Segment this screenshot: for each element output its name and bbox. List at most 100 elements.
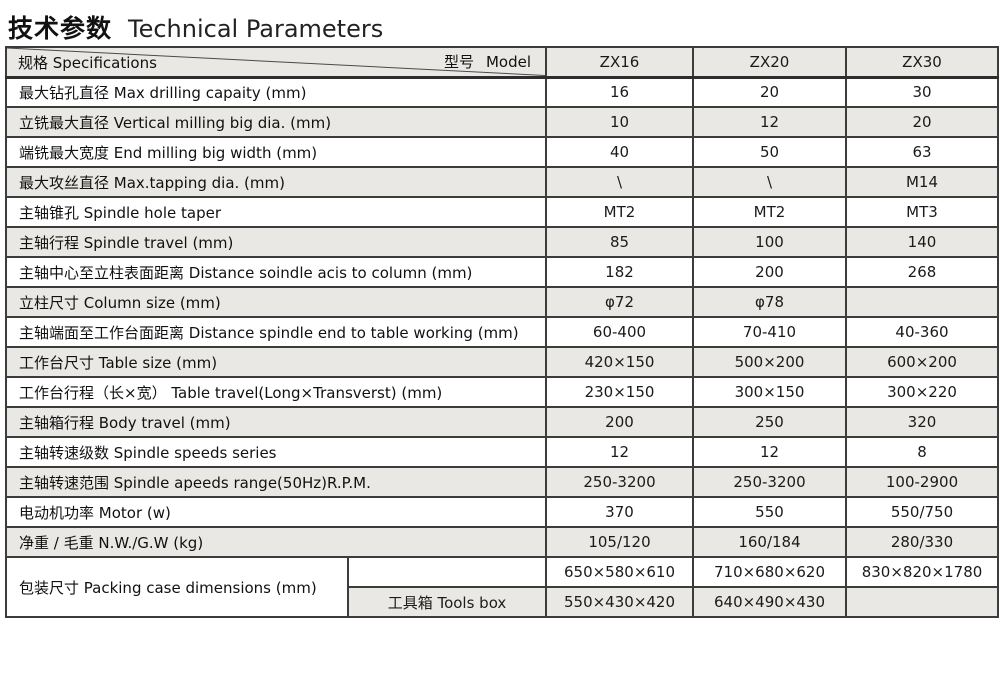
page-title-en: Technical Parameters bbox=[128, 15, 384, 43]
value-cell: MT2 bbox=[545, 196, 694, 228]
row-label: 端铣最大宽度 End milling big width (mm) bbox=[5, 136, 547, 168]
row-label: 主轴端面至工作台面距离 Distance spindle end to tabl… bbox=[5, 316, 547, 348]
value-cell: 650×580×610 bbox=[545, 556, 694, 588]
row-label: 主轴中心至立柱表面距离 Distance soindle acis to col… bbox=[5, 256, 547, 288]
value-cell: 500×200 bbox=[692, 346, 847, 378]
value-cell: 420×150 bbox=[545, 346, 694, 378]
value-cell: 40-360 bbox=[845, 316, 999, 348]
table-row: 工作台尺寸 Table size (mm) 420×150 500×200 60… bbox=[5, 346, 999, 378]
table-row: 主轴转速范围 Spindle apeeds range(50Hz)R.P.M. … bbox=[5, 466, 999, 498]
value-cell: 8 bbox=[845, 436, 999, 468]
value-cell: MT2 bbox=[692, 196, 847, 228]
table-row: 电动机功率 Motor (w) 370 550 550/750 bbox=[5, 496, 999, 528]
row-label: 主轴转速级数 Spindle speeds series bbox=[5, 436, 547, 468]
row-label: 最大攻丝直径 Max.tapping dia. (mm) bbox=[5, 166, 547, 198]
value-cell: 200 bbox=[692, 256, 847, 288]
value-cell: 70-410 bbox=[692, 316, 847, 348]
column-header-zx30: ZX30 bbox=[845, 46, 999, 79]
diagonal-line bbox=[7, 48, 545, 76]
value-cell: 10 bbox=[545, 106, 694, 138]
value-cell bbox=[845, 586, 999, 618]
row-label: 工作台尺寸 Table size (mm) bbox=[5, 346, 547, 378]
table-row: 工作台行程（长×宽） Table travel(Long×Transverst)… bbox=[5, 376, 999, 408]
value-cell: 63 bbox=[845, 136, 999, 168]
corner-cell: 规格 Specifications 型号 Model bbox=[5, 46, 547, 79]
value-cell: 12 bbox=[545, 436, 694, 468]
table-row: 主轴端面至工作台面距离 Distance spindle end to tabl… bbox=[5, 316, 999, 348]
table-row: 最大攻丝直径 Max.tapping dia. (mm) \ \ M14 bbox=[5, 166, 999, 198]
row-label: 电动机功率 Motor (w) bbox=[5, 496, 547, 528]
column-header-zx16: ZX16 bbox=[545, 46, 694, 79]
page-title-zh: 技术参数 bbox=[8, 14, 113, 43]
value-cell: 250-3200 bbox=[545, 466, 694, 498]
table-row: 主轴中心至立柱表面距离 Distance soindle acis to col… bbox=[5, 256, 999, 288]
value-cell: 200 bbox=[545, 406, 694, 438]
row-label: 主轴锥孔 Spindle hole taper bbox=[5, 196, 547, 228]
technical-parameters-table: 规格 Specifications 型号 Model ZX16 ZX20 ZX30… bbox=[5, 46, 999, 618]
table-row: 净重 / 毛重 N.W./G.W (kg) 105/120 160/184 28… bbox=[5, 526, 999, 558]
row-label: 最大钻孔直径 Max drilling capaity (mm) bbox=[5, 76, 547, 108]
value-cell: 600×200 bbox=[845, 346, 999, 378]
value-cell: 640×490×430 bbox=[692, 586, 847, 618]
value-cell: φ72 bbox=[545, 286, 694, 318]
value-cell: 268 bbox=[845, 256, 999, 288]
tools-box-label: 工具箱 Tools box bbox=[347, 586, 547, 618]
value-cell: 250-3200 bbox=[692, 466, 847, 498]
value-cell: 100-2900 bbox=[845, 466, 999, 498]
table-row: 立柱尺寸 Column size (mm) φ72 φ78 bbox=[5, 286, 999, 318]
value-cell: 100 bbox=[692, 226, 847, 258]
value-cell: 182 bbox=[545, 256, 694, 288]
model-label: 型号 Model bbox=[443, 53, 531, 71]
value-cell: 710×680×620 bbox=[692, 556, 847, 588]
row-label: 立铣最大直径 Vertical milling big dia. (mm) bbox=[5, 106, 547, 138]
packing-label: 包装尺寸 Packing case dimensions (mm) bbox=[5, 556, 349, 618]
value-cell: 300×150 bbox=[692, 376, 847, 408]
row-label: 立柱尺寸 Column size (mm) bbox=[5, 286, 547, 318]
column-header-zx20: ZX20 bbox=[692, 46, 847, 79]
table-row: 主轴箱行程 Body travel (mm) 200 250 320 bbox=[5, 406, 999, 438]
value-cell: 550/750 bbox=[845, 496, 999, 528]
value-cell: \ bbox=[545, 166, 694, 198]
value-cell: MT3 bbox=[845, 196, 999, 228]
value-cell: 830×820×1780 bbox=[845, 556, 999, 588]
value-cell: 20 bbox=[692, 76, 847, 108]
table-row: 端铣最大宽度 End milling big width (mm) 40 50 … bbox=[5, 136, 999, 168]
row-label: 主轴行程 Spindle travel (mm) bbox=[5, 226, 547, 258]
value-cell: 370 bbox=[545, 496, 694, 528]
value-cell: M14 bbox=[845, 166, 999, 198]
table-row: 立铣最大直径 Vertical milling big dia. (mm) 10… bbox=[5, 106, 999, 138]
table-row: 主轴转速级数 Spindle speeds series 12 12 8 bbox=[5, 436, 999, 468]
value-cell: φ78 bbox=[692, 286, 847, 318]
value-cell: 85 bbox=[545, 226, 694, 258]
value-cell: 105/120 bbox=[545, 526, 694, 558]
row-label: 主轴箱行程 Body travel (mm) bbox=[5, 406, 547, 438]
spec-label: 规格 Specifications bbox=[18, 53, 157, 72]
row-label: 主轴转速范围 Spindle apeeds range(50Hz)R.P.M. bbox=[5, 466, 547, 498]
page-title: 技术参数 Technical Parameters bbox=[0, 0, 1000, 46]
value-cell: 280/330 bbox=[845, 526, 999, 558]
packing-subcell-empty bbox=[347, 556, 547, 588]
packing-row-case: 包装尺寸 Packing case dimensions (mm) 650×58… bbox=[5, 556, 999, 618]
value-cell: 30 bbox=[845, 76, 999, 108]
table-row: 最大钻孔直径 Max drilling capaity (mm) 16 20 3… bbox=[5, 76, 999, 108]
value-cell: 60-400 bbox=[545, 316, 694, 348]
value-cell: 16 bbox=[545, 76, 694, 108]
value-cell: 230×150 bbox=[545, 376, 694, 408]
value-cell: 550 bbox=[692, 496, 847, 528]
value-cell: 300×220 bbox=[845, 376, 999, 408]
value-cell: 550×430×420 bbox=[545, 586, 694, 618]
value-cell: 12 bbox=[692, 436, 847, 468]
value-cell: 140 bbox=[845, 226, 999, 258]
value-cell: 12 bbox=[692, 106, 847, 138]
row-label: 净重 / 毛重 N.W./G.W (kg) bbox=[5, 526, 547, 558]
value-cell: 250 bbox=[692, 406, 847, 438]
table-header-row: 规格 Specifications 型号 Model ZX16 ZX20 ZX30 bbox=[5, 46, 999, 79]
value-cell: 40 bbox=[545, 136, 694, 168]
value-cell: 320 bbox=[845, 406, 999, 438]
value-cell: 160/184 bbox=[692, 526, 847, 558]
value-cell: 20 bbox=[845, 106, 999, 138]
value-cell: 50 bbox=[692, 136, 847, 168]
value-cell bbox=[845, 286, 999, 318]
row-label: 工作台行程（长×宽） Table travel(Long×Transverst)… bbox=[5, 376, 547, 408]
